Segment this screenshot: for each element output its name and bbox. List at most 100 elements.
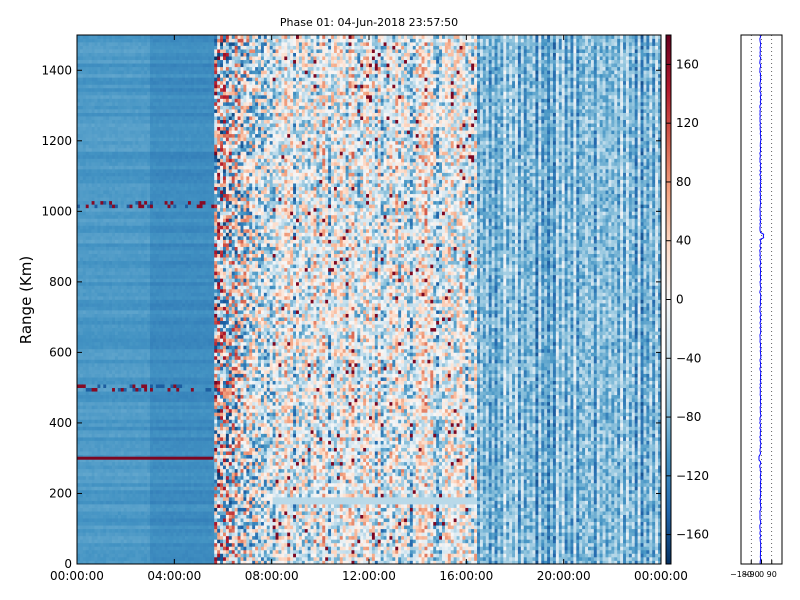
heatmap-cell: [91, 553, 95, 558]
heatmap-cell: [79, 158, 84, 163]
heatmap-cell: [106, 116, 110, 120]
heatmap-cell: [161, 338, 165, 343]
heatmap-cell: [97, 553, 101, 558]
heatmap-cell: [132, 228, 136, 233]
heatmap-cell: [117, 359, 122, 364]
heatmap-cell: [126, 243, 130, 247]
heatmap-cell: [152, 366, 157, 371]
heatmap-cell: [155, 147, 160, 152]
heatmap-cell: [117, 542, 122, 547]
heatmap-cell: [79, 197, 84, 202]
heatmap-cell: [147, 200, 151, 205]
heatmap-cell: [109, 306, 113, 311]
heatmap-cell: [132, 401, 136, 406]
heatmap-cell: [173, 511, 177, 515]
heatmap-cell: [77, 422, 81, 427]
heatmap-cell: [173, 408, 177, 413]
heatmap-cell: [94, 126, 98, 131]
heatmap-cell: [85, 461, 90, 466]
heatmap-cell: [112, 285, 116, 290]
heatmap-cell: [144, 454, 148, 459]
heatmap-cell: [138, 500, 142, 505]
heatmap-cell: [170, 140, 174, 145]
heatmap-cell: [114, 359, 119, 364]
heatmap-cell: [97, 288, 101, 293]
heatmap-cell: [79, 126, 84, 131]
heatmap-cell: [79, 130, 84, 135]
heatmap-cell: [106, 42, 110, 46]
heatmap-cell: [126, 391, 130, 396]
heatmap-cell: [144, 292, 148, 297]
heatmap-cell: [117, 260, 122, 265]
heatmap-cell: [123, 87, 127, 92]
heatmap-cell: [109, 105, 113, 110]
heatmap-cell: [114, 384, 119, 389]
heatmap-cell: [147, 73, 151, 78]
heatmap-cell: [167, 348, 171, 353]
heatmap-cell: [85, 384, 90, 389]
heatmap-cell: [170, 313, 174, 318]
heatmap-cell: [103, 161, 107, 166]
heatmap-cell: [109, 391, 113, 396]
heatmap-cell: [138, 370, 142, 374]
heatmap-cell: [109, 500, 113, 505]
heatmap-cell: [155, 348, 160, 353]
heatmap-cell: [117, 447, 122, 452]
heatmap-cell: [155, 186, 160, 191]
heatmap-cell: [120, 236, 125, 240]
heatmap-cell: [112, 211, 116, 216]
heatmap-cell: [147, 236, 151, 240]
heatmap-cell: [109, 193, 113, 198]
heatmap-cell: [129, 49, 133, 53]
heatmap-cell: [161, 140, 165, 145]
heatmap-cell: [91, 475, 95, 480]
heatmap-cell: [138, 348, 142, 353]
heatmap-cell: [170, 151, 174, 156]
heatmap-cell: [158, 345, 163, 350]
heatmap-cell: [158, 87, 163, 92]
heatmap-cell: [164, 225, 168, 230]
heatmap-cell: [97, 151, 101, 156]
heatmap-cell: [150, 98, 154, 103]
heatmap-cell: [135, 373, 139, 378]
heatmap-cell: [144, 377, 148, 381]
heatmap-cell: [161, 331, 165, 336]
heatmap-cell: [126, 440, 130, 445]
heatmap-cell: [158, 56, 163, 61]
heatmap-cell: [173, 525, 177, 530]
heatmap-cell: [97, 338, 101, 343]
heatmap-cell: [82, 359, 87, 364]
heatmap-cell: [103, 429, 107, 434]
heatmap-cell: [170, 186, 174, 191]
heatmap-cell: [120, 200, 125, 205]
heatmap-cell: [82, 324, 87, 329]
heatmap-cell: [91, 511, 95, 515]
heatmap-cell: [112, 387, 116, 392]
heatmap-cell: [147, 525, 151, 530]
heatmap-cell: [109, 183, 113, 187]
heatmap-cell: [82, 253, 87, 258]
heatmap-cell: [158, 253, 163, 258]
heatmap-cell: [106, 426, 110, 431]
heatmap-cell: [114, 267, 119, 272]
heatmap-cell: [112, 511, 116, 515]
heatmap-cell: [167, 310, 171, 314]
heatmap-cell: [138, 52, 142, 57]
heatmap-cell: [152, 514, 157, 519]
heatmap-cell: [141, 532, 145, 537]
heatmap-cell: [123, 553, 127, 558]
heatmap-cell: [82, 542, 87, 547]
heatmap-cell: [85, 437, 90, 441]
heatmap-cell: [150, 151, 154, 156]
heatmap-cell: [82, 151, 87, 156]
heatmap-cell: [100, 264, 104, 269]
heatmap-cell: [138, 496, 142, 501]
heatmap-cell: [126, 313, 130, 318]
heatmap-cell: [112, 260, 116, 265]
heatmap-cell: [132, 45, 136, 50]
heatmap-cell: [132, 408, 136, 413]
heatmap-cell: [170, 42, 174, 46]
heatmap-cell: [150, 204, 154, 209]
heatmap-cell: [123, 444, 127, 448]
heatmap-cell: [79, 535, 84, 540]
